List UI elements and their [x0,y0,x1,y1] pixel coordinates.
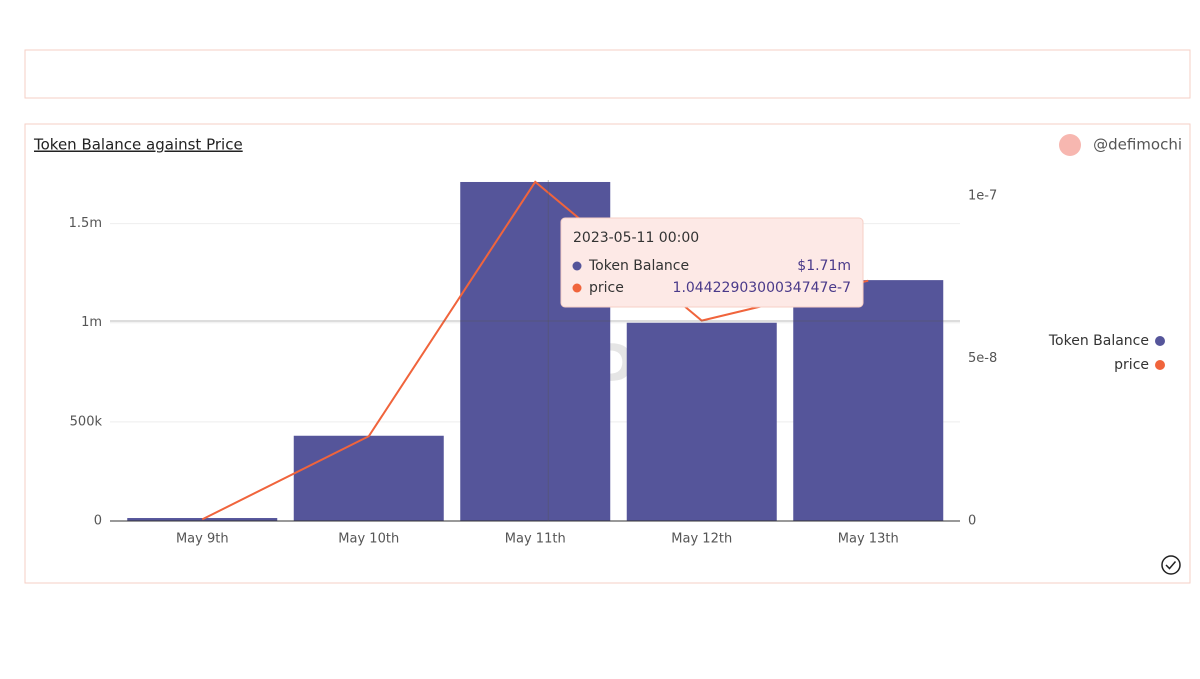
tooltip-title: 2023-05-11 00:00 [573,230,699,246]
legend-label: Token Balance [1048,333,1149,349]
y-tick-label: 0 [94,514,102,529]
bar [127,518,278,521]
tooltip-dot [572,261,582,271]
x-tick-label: May 10th [338,532,399,547]
tooltip-name: Token Balance [588,258,689,274]
check-icon[interactable] [1161,555,1181,575]
legend-label: price [1114,357,1149,373]
y2-tick-label: 0 [968,514,976,529]
y-tick-label: 500k [70,414,103,429]
x-tick-label: May 11th [505,532,566,547]
tooltip [560,217,864,308]
legend-dot [1155,360,1165,370]
x-tick-label: May 9th [176,532,229,547]
y2-tick-label: 1e-7 [968,189,997,204]
x-tick-label: May 13th [838,532,899,547]
author: @defimochi [1093,136,1182,154]
legend-dot [1155,336,1165,346]
previous-card [24,49,1191,99]
bar [293,435,444,521]
avatar [1059,134,1081,156]
x-tick-label: May 12th [671,532,732,547]
y2-tick-label: 5e-8 [968,351,997,366]
chart-title: Token Balance against Price [33,136,243,154]
tooltip-value: 1.0442290300034747e-7 [673,280,851,296]
tooltip-dot [572,283,582,293]
check-mark [1165,561,1177,570]
y-tick-label: 1m [81,315,102,330]
tooltip-name: price [589,280,624,296]
bar [793,280,944,521]
y-tick-label: 1.5m [69,216,102,231]
bar [626,322,777,521]
tooltip-value: $1.71m [797,258,851,274]
